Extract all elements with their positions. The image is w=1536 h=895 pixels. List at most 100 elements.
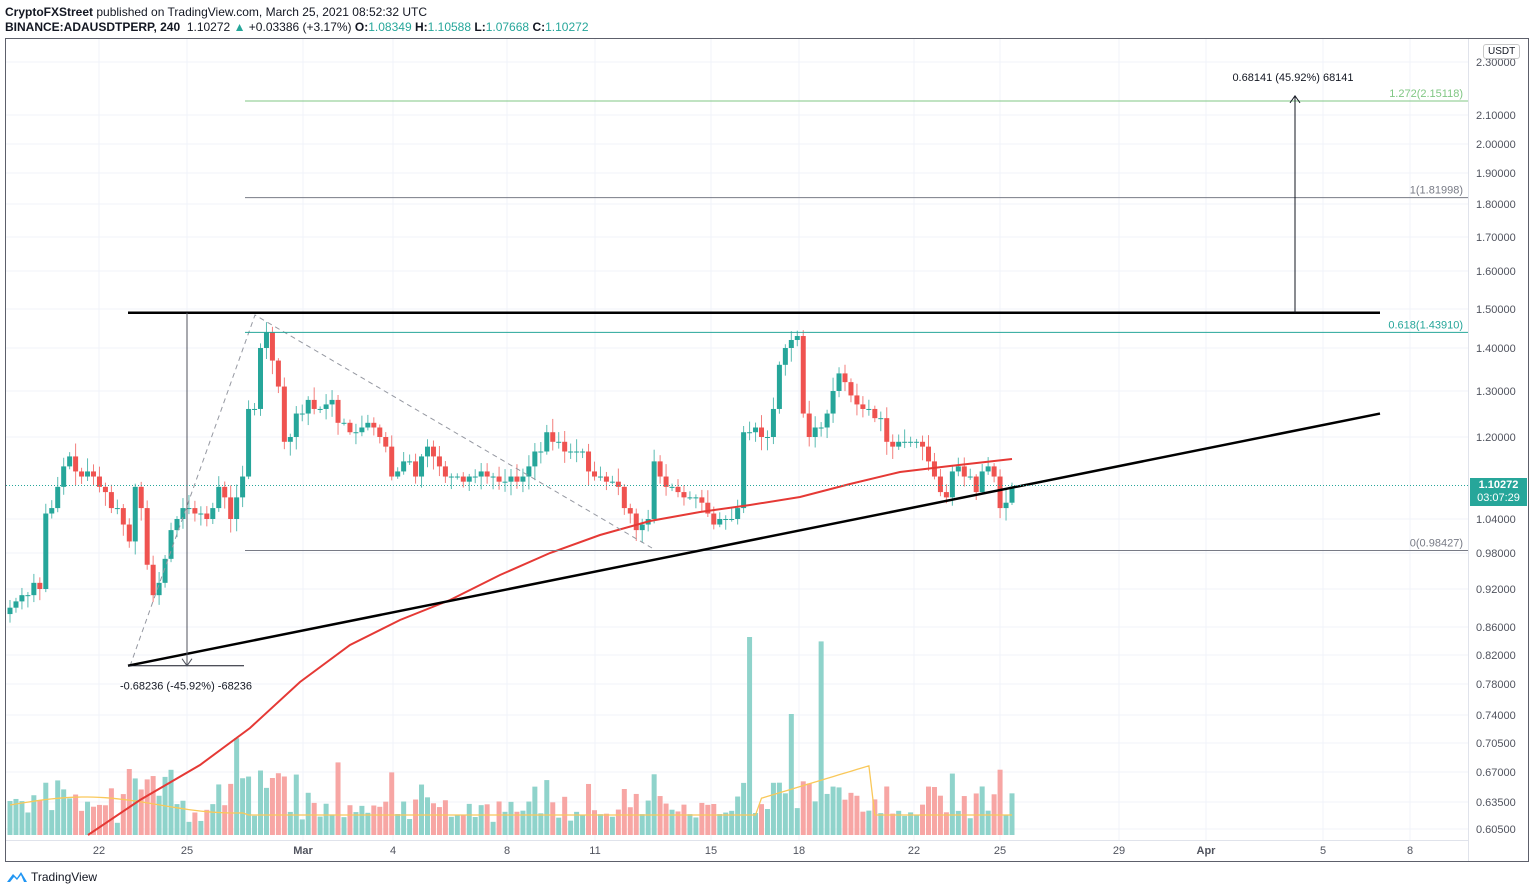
time-axis-label[interactable]: 22 [93, 845, 105, 857]
candle-body[interactable] [174, 519, 180, 531]
candle-body[interactable] [132, 486, 138, 542]
candle-body[interactable] [377, 427, 383, 437]
candle-body[interactable] [299, 413, 305, 415]
candle-body[interactable] [872, 408, 878, 419]
ascending-trend-line[interactable] [127, 412, 1381, 667]
candle-body[interactable] [931, 461, 937, 477]
candle-body[interactable] [800, 336, 806, 414]
candle-body[interactable] [293, 413, 299, 437]
candle-body[interactable] [222, 486, 228, 498]
candle-body[interactable] [639, 524, 645, 531]
candle-body[interactable] [502, 481, 508, 483]
candle-body[interactable] [794, 336, 800, 340]
candle-body[interactable] [329, 399, 335, 405]
candle-body[interactable] [675, 486, 681, 493]
candle-body[interactable] [991, 466, 997, 477]
candle-body[interactable] [812, 427, 818, 437]
candle-body[interactable] [764, 437, 770, 438]
price-axis-label[interactable]: 1.04000 [1476, 514, 1516, 526]
candle-body[interactable] [359, 427, 365, 433]
candle-body[interactable] [890, 441, 896, 447]
candle-body[interactable] [597, 476, 603, 478]
candle-body[interactable] [323, 404, 329, 409]
candle-body[interactable] [920, 441, 926, 447]
price-axis-label[interactable]: 1.30000 [1476, 386, 1516, 398]
currency-label[interactable]: USDT [1483, 44, 1521, 59]
candle-body[interactable] [454, 476, 460, 478]
price-axis-label[interactable]: 1.90000 [1476, 168, 1516, 180]
candle-body[interactable] [120, 508, 126, 525]
candle-body[interactable] [114, 508, 120, 510]
candle-body[interactable] [747, 432, 753, 434]
candle-body[interactable] [985, 466, 991, 472]
candle-body[interactable] [609, 481, 615, 483]
candle-body[interactable] [592, 471, 597, 477]
candle-body[interactable] [287, 437, 293, 442]
candle-body[interactable] [490, 476, 496, 478]
candle-body[interactable] [496, 476, 502, 482]
candle-body[interactable] [836, 373, 842, 391]
candle-body[interactable] [162, 558, 168, 583]
price-axis-label[interactable]: 0.67000 [1476, 767, 1516, 779]
candle-body[interactable] [240, 476, 246, 498]
candle-body[interactable] [67, 456, 73, 467]
candle-body[interactable] [681, 492, 687, 498]
candle-body[interactable] [961, 466, 967, 477]
candle-body[interactable] [854, 395, 860, 405]
candle-body[interactable] [204, 513, 210, 519]
candle-body[interactable] [186, 508, 192, 510]
candle-body[interactable] [347, 422, 353, 433]
candle-body[interactable] [389, 446, 395, 477]
price-axis-label[interactable]: 0.86000 [1476, 622, 1516, 634]
time-axis-label[interactable]: 8 [1407, 845, 1413, 857]
price-axis-label[interactable]: 0.82000 [1476, 650, 1516, 662]
price-axis-label[interactable]: 1.20000 [1476, 432, 1516, 444]
candle-body[interactable] [741, 432, 747, 509]
time-axis-label[interactable]: 5 [1320, 845, 1326, 857]
candle-body[interactable] [770, 408, 776, 437]
candle-body[interactable] [37, 582, 43, 589]
candle-body[interactable] [156, 582, 162, 596]
candle-body[interactable] [108, 492, 114, 509]
candle-body[interactable] [55, 486, 61, 509]
candle-body[interactable] [407, 461, 413, 463]
candle-body[interactable] [538, 451, 544, 453]
candle-body[interactable] [967, 476, 973, 478]
candle-body[interactable] [723, 519, 729, 520]
candle-body[interactable] [753, 427, 759, 433]
candle-body[interactable] [263, 332, 269, 348]
candle-body[interactable] [335, 399, 341, 423]
candle-body[interactable] [979, 471, 985, 493]
candle-body[interactable] [717, 519, 723, 525]
time-axis-label[interactable]: 29 [1113, 845, 1125, 857]
candle-body[interactable] [621, 486, 627, 509]
time-axis-label[interactable]: 22 [908, 845, 920, 857]
symbol-name[interactable]: BINANCE:ADAUSDTPERP, 240 [5, 20, 181, 34]
price-axis-label[interactable]: 1.60000 [1476, 266, 1516, 278]
candle-body[interactable] [735, 508, 741, 519]
candle-body[interactable] [949, 471, 955, 498]
candle-body[interactable] [556, 441, 562, 443]
candle-body[interactable] [102, 486, 108, 493]
candle-body[interactable] [842, 373, 848, 383]
candle-body[interactable] [818, 427, 824, 429]
time-axis-label[interactable]: 4 [390, 845, 396, 857]
candle-body[interactable] [806, 413, 812, 437]
candle-body[interactable] [651, 461, 657, 519]
candle-body[interactable] [305, 399, 311, 414]
candle-body[interactable] [848, 382, 854, 396]
candle-body[interactable] [73, 456, 79, 472]
time-axis-label[interactable]: 11 [589, 845, 600, 857]
candle-body[interactable] [615, 481, 621, 487]
candle-body[interactable] [341, 422, 347, 424]
candle-body[interactable] [669, 486, 675, 488]
candle-body[interactable] [693, 497, 699, 499]
candle-body[interactable] [43, 513, 49, 589]
candle-body[interactable] [508, 476, 514, 482]
candle-body[interactable] [395, 471, 401, 477]
time-axis-label[interactable]: 15 [705, 845, 717, 857]
candle-body[interactable] [478, 471, 484, 477]
candle-body[interactable] [192, 508, 198, 514]
candle-body[interactable] [448, 476, 454, 478]
price-axis-label[interactable]: 2.30000 [1476, 57, 1516, 69]
